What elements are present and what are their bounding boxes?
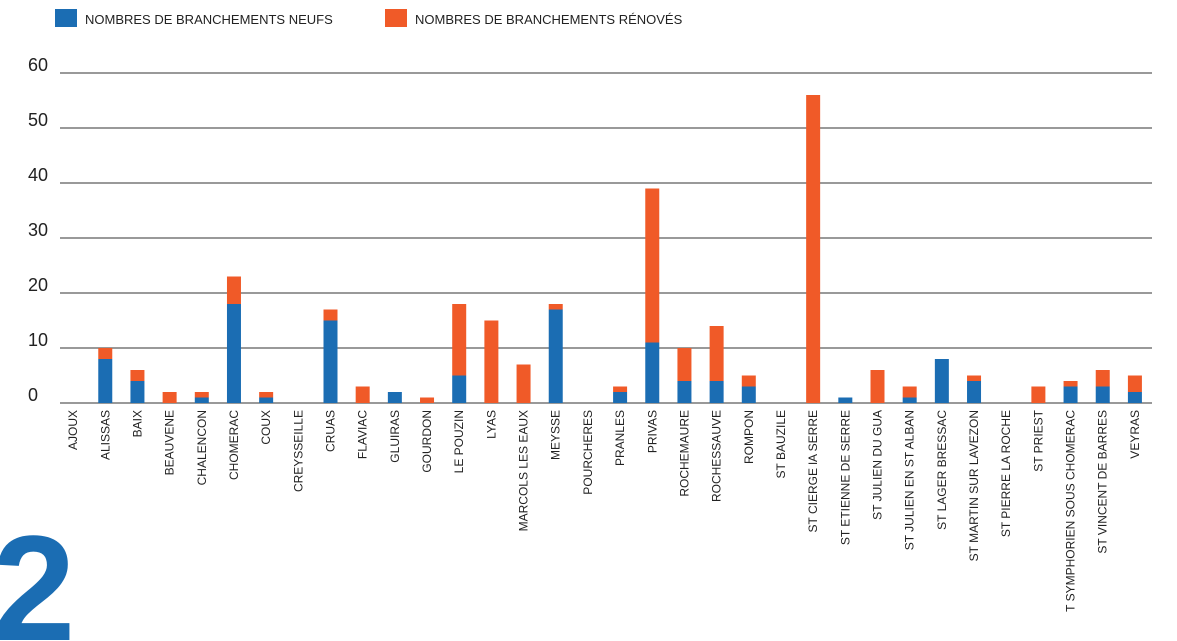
bar-segment xyxy=(130,370,145,381)
x-tick-label: T SYMPHORIEN SOUS CHOMERAC xyxy=(1064,410,1078,612)
bar-segment xyxy=(967,381,982,403)
bar-segment xyxy=(677,381,692,403)
x-tick-label: ST LAGER BRESSAC xyxy=(935,410,949,530)
x-tick-label: GOURDON xyxy=(420,410,434,473)
legend-label: NOMBRES DE BRANCHEMENTS RÉNOVÉS xyxy=(415,12,683,27)
x-tick-label: ALISSAS xyxy=(98,410,112,460)
bar-segment xyxy=(902,397,917,403)
bar-segment xyxy=(741,386,756,403)
y-tick-label: 20 xyxy=(28,275,48,295)
bar-segment xyxy=(355,386,370,403)
x-tick-label: ROCHESSAUVE xyxy=(710,410,724,502)
bar-segment xyxy=(645,342,660,403)
y-tick-label: 60 xyxy=(28,55,48,75)
x-tick-label: CREYSSEILLE xyxy=(291,410,305,492)
y-tick-label: 30 xyxy=(28,220,48,240)
bar-segment xyxy=(98,359,113,403)
y-tick-label: 0 xyxy=(28,385,38,405)
legend-swatch xyxy=(55,9,77,27)
bar-segment xyxy=(226,304,241,403)
y-tick-label: 10 xyxy=(28,330,48,350)
bar-segment xyxy=(323,309,338,321)
bar-segment xyxy=(548,309,563,403)
page-label: 2 xyxy=(0,504,75,641)
x-tick-label: ST MARTIN SUR LAVEZON xyxy=(967,410,981,561)
bar-segment xyxy=(1063,381,1078,387)
x-tick-label: ST VINCENT DE BARRES xyxy=(1096,410,1110,554)
bar-segment xyxy=(1031,386,1046,403)
x-tick-label: BEAUVENE xyxy=(163,410,177,475)
bar-segment xyxy=(677,348,692,381)
x-tick-label: COUX xyxy=(259,410,273,445)
x-tick-label: PRANLES xyxy=(613,410,627,466)
bar-segment xyxy=(902,386,917,398)
x-tick-label: ST PRIEST xyxy=(1031,409,1045,471)
legend-label: NOMBRES DE BRANCHEMENTS NEUFS xyxy=(85,12,333,27)
bar-segment xyxy=(98,348,113,359)
x-tick-label: GLUIRAS xyxy=(388,410,402,463)
x-tick-label: AJOUX xyxy=(66,410,80,450)
x-tick-label: BAIX xyxy=(130,410,144,437)
x-tick-label: FLAVIAC xyxy=(356,410,370,459)
y-tick-label: 50 xyxy=(28,110,48,130)
bar-segment xyxy=(934,359,949,403)
bar-segment xyxy=(484,320,499,403)
x-tick-label: LYAS xyxy=(484,410,498,439)
x-tick-label: ST ETIENNE DE SERRE xyxy=(838,410,852,545)
bar-segment xyxy=(1127,392,1142,403)
bar-segment xyxy=(645,188,660,343)
x-tick-label: CHOMERAC xyxy=(227,410,241,480)
bar-segment xyxy=(194,397,209,403)
bar-segment xyxy=(259,397,274,403)
bar-segment xyxy=(1063,386,1078,403)
bar-segment xyxy=(613,392,628,403)
x-tick-label: CHALENCON xyxy=(195,410,209,485)
bar-segment xyxy=(420,397,435,403)
bar-segment xyxy=(806,95,821,403)
bar-segment xyxy=(323,320,338,403)
x-tick-label: MEYSSE xyxy=(549,410,563,460)
x-tick-label: VEYRAS xyxy=(1128,410,1142,459)
bar-segment xyxy=(709,326,724,381)
y-tick-label: 40 xyxy=(28,165,48,185)
x-tick-label: ROCHEMAURE xyxy=(677,410,691,497)
bar-segment xyxy=(1127,375,1142,392)
bar-segment xyxy=(516,364,531,403)
bar-segment xyxy=(1095,386,1110,403)
bar-segment xyxy=(226,276,241,304)
bar-segment xyxy=(613,386,628,392)
x-tick-label: ST BAUZILE xyxy=(774,410,788,478)
bar-segment xyxy=(838,397,853,403)
bar-segment xyxy=(548,304,563,310)
bar-segment xyxy=(452,375,467,403)
legend-swatch xyxy=(385,9,407,27)
bar-segment xyxy=(741,375,756,387)
bar-segment xyxy=(452,304,467,376)
x-tick-label: ST JULIEN EN ST ALBAN xyxy=(903,410,917,550)
bar-segment xyxy=(1095,370,1110,387)
x-tick-label: POURCHERES xyxy=(581,410,595,495)
x-tick-label: PRIVAS xyxy=(645,410,659,453)
bar-segment xyxy=(387,392,402,403)
x-tick-label: LE POUZIN xyxy=(452,410,466,473)
bar-segment xyxy=(130,381,145,403)
bar-segment xyxy=(259,392,274,398)
x-tick-label: ST JULIEN DU GUA xyxy=(871,410,885,520)
bar-segment xyxy=(162,392,177,403)
bar-segment xyxy=(967,375,982,381)
x-tick-label: ST CIERGE lA SERRE xyxy=(806,410,820,532)
bar-segment xyxy=(870,370,885,403)
x-tick-label: ROMPON xyxy=(742,410,756,464)
bar-segment xyxy=(709,381,724,403)
bar-segment xyxy=(194,392,209,398)
x-tick-label: ST PIERRE LA ROCHE xyxy=(999,410,1013,537)
x-tick-label: MARCOLS LES EAUX xyxy=(517,410,531,531)
x-tick-label: CRUAS xyxy=(324,410,338,452)
